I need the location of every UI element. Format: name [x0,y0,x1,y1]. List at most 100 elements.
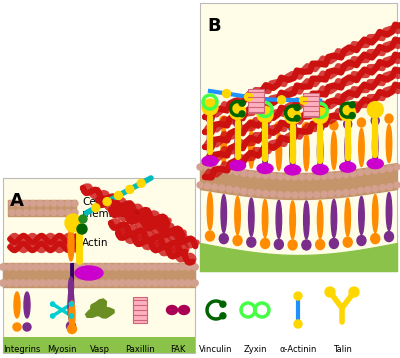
Circle shape [372,186,378,192]
Circle shape [6,264,13,270]
Circle shape [336,172,342,178]
Ellipse shape [290,133,295,171]
Circle shape [380,185,386,190]
Circle shape [248,189,254,195]
Ellipse shape [318,200,323,238]
Ellipse shape [312,165,328,175]
Ellipse shape [276,132,282,170]
Circle shape [278,96,286,104]
Ellipse shape [316,240,325,250]
Circle shape [349,112,355,118]
Circle shape [40,264,46,270]
Ellipse shape [384,232,394,242]
Ellipse shape [202,99,218,115]
Circle shape [387,184,393,190]
Circle shape [234,187,240,193]
Circle shape [255,190,261,196]
Bar [3,178,195,353]
Circle shape [185,280,192,286]
Circle shape [394,182,400,188]
Circle shape [197,182,203,188]
Circle shape [159,264,165,270]
Circle shape [294,105,300,111]
Ellipse shape [340,162,356,172]
Circle shape [336,190,342,196]
Circle shape [328,191,334,197]
Circle shape [132,280,139,286]
Circle shape [46,280,52,286]
Circle shape [53,264,59,270]
Ellipse shape [385,114,393,123]
Circle shape [23,200,29,207]
Ellipse shape [219,234,228,244]
Circle shape [79,264,86,270]
Bar [303,93,319,117]
Circle shape [197,164,203,170]
Circle shape [139,264,145,270]
Circle shape [37,200,43,207]
Circle shape [350,171,356,177]
Circle shape [44,209,50,216]
Circle shape [294,292,302,300]
Circle shape [178,280,185,286]
Circle shape [239,111,245,117]
Circle shape [365,169,371,175]
Circle shape [0,280,6,286]
Ellipse shape [68,324,76,334]
Circle shape [26,264,33,270]
Circle shape [222,90,230,97]
Circle shape [72,209,78,216]
Circle shape [380,166,386,173]
Ellipse shape [221,127,226,165]
Circle shape [0,264,6,270]
Circle shape [59,264,66,270]
Ellipse shape [372,127,378,165]
Circle shape [99,264,106,270]
Circle shape [270,173,276,179]
Ellipse shape [312,107,328,124]
Ellipse shape [275,122,283,131]
Text: A: A [10,192,24,210]
Circle shape [33,264,39,270]
Bar [248,88,264,112]
Circle shape [152,264,158,270]
Circle shape [244,93,252,101]
Circle shape [365,187,371,193]
Circle shape [372,168,378,174]
Circle shape [30,209,36,216]
Ellipse shape [359,197,364,234]
Text: B: B [207,17,221,35]
Ellipse shape [65,214,81,232]
Ellipse shape [304,133,309,171]
Bar [200,3,397,271]
Ellipse shape [23,323,31,331]
Circle shape [79,215,87,223]
Circle shape [66,280,72,286]
Circle shape [185,264,192,270]
Circle shape [66,264,72,270]
Circle shape [234,169,240,175]
Bar [133,297,147,323]
Ellipse shape [69,301,75,329]
Ellipse shape [330,121,338,130]
Circle shape [146,264,152,270]
Circle shape [50,314,55,318]
Circle shape [77,224,87,234]
Circle shape [241,170,247,176]
Ellipse shape [330,238,338,248]
Circle shape [16,209,22,216]
Text: Talin: Talin [332,345,352,354]
Ellipse shape [316,122,324,131]
Ellipse shape [230,103,246,120]
Circle shape [20,264,26,270]
Ellipse shape [13,323,21,331]
Ellipse shape [247,237,256,247]
Circle shape [69,302,74,306]
Circle shape [79,280,86,286]
Circle shape [299,192,305,198]
Circle shape [294,320,302,328]
Circle shape [270,191,276,197]
Ellipse shape [288,240,297,250]
Text: Zyxin: Zyxin [243,345,267,354]
Circle shape [114,192,122,199]
